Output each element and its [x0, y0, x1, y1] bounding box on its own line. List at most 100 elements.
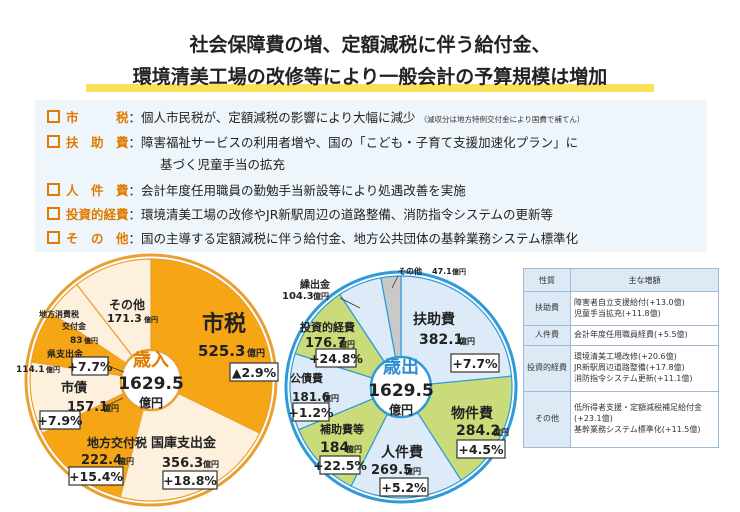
cat-label: 国庫支出金 [151, 435, 217, 451]
summary-box: 市 税：個人市民税が、定額減税の影響により大幅に減少 （減収分は地方特例交付金によ… [35, 100, 707, 252]
leader-line [391, 275, 399, 289]
unit-label: 億円 [46, 365, 60, 374]
pie-slice-歳出-3 [297, 397, 389, 487]
table-header-category: 性質 [523, 268, 571, 292]
unit-label: 億円 [84, 336, 98, 345]
unit-label: 億円 [493, 427, 509, 437]
revenue-pie: 歳入 1629.5 億円 [24, 253, 278, 507]
pie-slice-歳出-6 [338, 277, 397, 363]
change-label: +5.2% [381, 480, 427, 495]
cat-label: 物件費 [451, 405, 493, 422]
cat-label: その他 [398, 266, 422, 276]
square-bullet-icon [47, 110, 60, 123]
table-row: 投資的経費 環境清美工場改修(+20.6億) JR新駅周辺道路整備(+17.8億)… [523, 345, 719, 392]
pie-slice-歳入-0 [150, 258, 273, 434]
pie-slice-歳入-5 [49, 283, 134, 365]
value-label: 222.4 [81, 453, 122, 468]
pie-slice-歳出-7 [380, 275, 402, 359]
change-label: +24.8% [309, 351, 363, 366]
pie-slice-歳出-4 [289, 352, 375, 431]
square-bullet-icon [47, 207, 60, 220]
change-label: +7.7% [67, 359, 113, 374]
cat-label: 地方消費税 [39, 309, 79, 319]
value-label: 47.1 [432, 267, 452, 276]
value-label: 157.1 [67, 400, 108, 415]
table-row: 人件費 会計年度任用職員経費(+5.5億) [523, 325, 719, 346]
summary-row-shizei: 市 税：個人市民税が、定額減税の影響により大幅に減少 （減収分は地方特例交付金によ… [47, 107, 584, 126]
unit-label: 億円 [103, 403, 119, 413]
cat-label: その他 [109, 297, 145, 312]
unit-label: 億円 [459, 336, 475, 346]
value-label: 181.6 [292, 390, 330, 404]
value-label: 284.2 [456, 423, 500, 439]
value-label: 114.1 [16, 365, 44, 375]
leader-line [103, 397, 124, 408]
change-label: +18.8% [163, 473, 217, 488]
value-label: 525.3 [198, 342, 245, 360]
pie-center-label: 歳入 [133, 350, 169, 371]
change-label: +22.5% [313, 458, 367, 473]
summary-row-jinkenhi: 人 件 費：会計年度任用職員の勤勉手当新設等により処遇改善を実施 [47, 180, 466, 199]
summary-row-toshi: 投資的経費：環境清美工場の改修やJR新駅周辺の道路整備、消防指令システムの更新等 [47, 204, 553, 223]
pie-slice-歳出-5 [294, 293, 386, 379]
pie-slice-歳入-6 [75, 258, 152, 358]
cat-label: 投資的経費 [300, 320, 355, 334]
pie-slice-歳入-4 [30, 311, 127, 377]
summary-row-fujohi: 扶 助 費：障害福祉サービスの利用者増や、国の「こども・子育て支援加速化プラン」… [47, 132, 578, 151]
value-label: 104.3 [282, 291, 314, 302]
pie-center [369, 355, 433, 419]
change-label: +15.4% [69, 469, 123, 484]
unit-label: 億円 [313, 291, 329, 301]
pie-center-label: 歳出 [383, 356, 419, 378]
change-label: +7.7% [452, 356, 498, 371]
change-label: +1.2% [288, 405, 334, 420]
change-badge [450, 353, 500, 373]
title-line-1: 社会保障費の増、定額減税に伴う給付金、 [189, 34, 551, 56]
unit-label: 億円 [339, 339, 355, 349]
table-row: その他 低所得者支援・定額減税補足給付金(+23.1億) 基幹業務システム標準化(… [523, 391, 719, 448]
leader-line [339, 297, 361, 309]
pie-center-unit: 億円 [389, 402, 413, 417]
unit-label: 億円 [118, 456, 134, 466]
leader-line [107, 365, 125, 373]
unit-label: 億円 [323, 393, 339, 403]
change-badge [162, 470, 218, 490]
cat-label: 県支出金 [47, 348, 84, 360]
cat-label: 補助費等 [319, 422, 364, 436]
pie-rim [284, 270, 518, 504]
pie-rim [24, 253, 278, 507]
title-underline [86, 84, 654, 92]
unit-label: 億円 [247, 347, 265, 359]
table-row: 扶助費 障害者自立支援給付(+13.0億) 児童手当拡充(+11.8億) [523, 291, 719, 326]
summary-row-sonota: そ の 他：国の主導する定額減税に伴う給付金、地方公共団体の基幹業務システム標準… [47, 228, 578, 247]
cat-label: 公債費 [290, 371, 323, 385]
cat-label: 市債 [61, 380, 87, 396]
unit-label: 億円 [144, 315, 158, 324]
cat-label: 扶助費 [413, 311, 455, 328]
square-bullet-icon [47, 183, 60, 196]
increase-table: 性質 主な増額 扶助費 障害者自立支援給付(+13.0億) 児童手当拡充(+11.… [523, 268, 719, 448]
change-badge [71, 356, 109, 376]
pie-center [119, 348, 183, 412]
square-bullet-icon [47, 135, 60, 148]
unit-label: 億円 [203, 459, 219, 469]
value-label: 184 [320, 440, 349, 456]
change-badge [379, 477, 429, 497]
value-label: 382.1 [419, 332, 463, 348]
unit-label: 億円 [346, 444, 362, 454]
change-badge [315, 348, 357, 368]
pie-center-total: 1629.5 [118, 374, 184, 394]
value-label: 171.3 [107, 312, 142, 325]
cat-label: 市税 [202, 311, 246, 337]
value-label: 356.3 [162, 456, 203, 471]
change-badge [39, 410, 81, 430]
cat-label: 繰出金 [300, 278, 331, 291]
unit-label: 億円 [405, 466, 421, 476]
pie-slice-歳入-3 [29, 361, 125, 435]
change-badge [292, 402, 330, 422]
change-label: +4.5% [458, 442, 504, 457]
table-header-increase: 主な増額 [570, 268, 719, 292]
title-line-2: 環境清美工場の改修等により一般会計の予算規模は増加 [132, 66, 608, 88]
change-label: ▲2.9% [232, 365, 277, 380]
